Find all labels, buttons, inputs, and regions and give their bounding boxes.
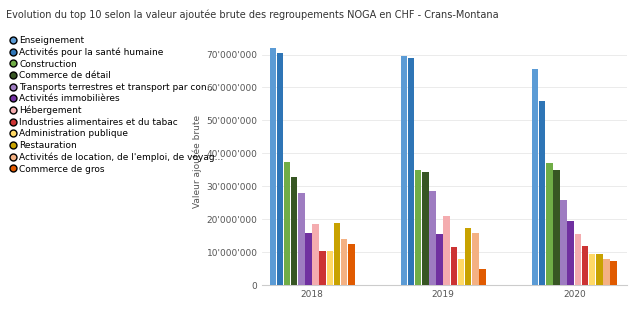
Bar bbox=[269, 48, 276, 285]
Bar bbox=[436, 234, 443, 285]
Bar bbox=[458, 259, 464, 285]
Bar bbox=[319, 251, 326, 285]
Bar bbox=[298, 193, 305, 285]
Bar bbox=[326, 251, 333, 285]
Bar bbox=[284, 162, 291, 285]
Bar bbox=[582, 246, 588, 285]
Bar bbox=[611, 261, 617, 285]
Y-axis label: Valeur ajoutée brute: Valeur ajoutée brute bbox=[193, 115, 202, 208]
Bar bbox=[276, 53, 284, 285]
Bar bbox=[291, 177, 298, 285]
Bar bbox=[451, 247, 457, 285]
Bar bbox=[553, 170, 560, 285]
Bar bbox=[444, 216, 450, 285]
Bar bbox=[415, 170, 422, 285]
Bar bbox=[575, 234, 581, 285]
Bar bbox=[422, 171, 429, 285]
Legend: Enseignement, Activités pour la santé humaine, Construction, Commerce de détail,: Enseignement, Activités pour la santé hu… bbox=[11, 36, 223, 173]
Bar bbox=[408, 58, 414, 285]
Bar bbox=[312, 224, 319, 285]
Bar bbox=[532, 69, 538, 285]
Bar bbox=[334, 223, 340, 285]
Bar bbox=[589, 254, 595, 285]
Bar bbox=[465, 228, 472, 285]
Bar bbox=[429, 191, 436, 285]
Bar bbox=[305, 233, 312, 285]
Bar bbox=[479, 269, 486, 285]
Bar bbox=[560, 200, 567, 285]
Bar bbox=[546, 163, 552, 285]
Bar bbox=[472, 233, 479, 285]
Text: Evolution du top 10 selon la valeur ajoutée brute des regroupements NOGA en CHF : Evolution du top 10 selon la valeur ajou… bbox=[6, 10, 499, 20]
Bar bbox=[568, 221, 574, 285]
Bar bbox=[401, 56, 407, 285]
Bar bbox=[341, 239, 348, 285]
Bar bbox=[603, 259, 610, 285]
Bar bbox=[348, 244, 355, 285]
Bar bbox=[539, 101, 545, 285]
Bar bbox=[596, 254, 603, 285]
